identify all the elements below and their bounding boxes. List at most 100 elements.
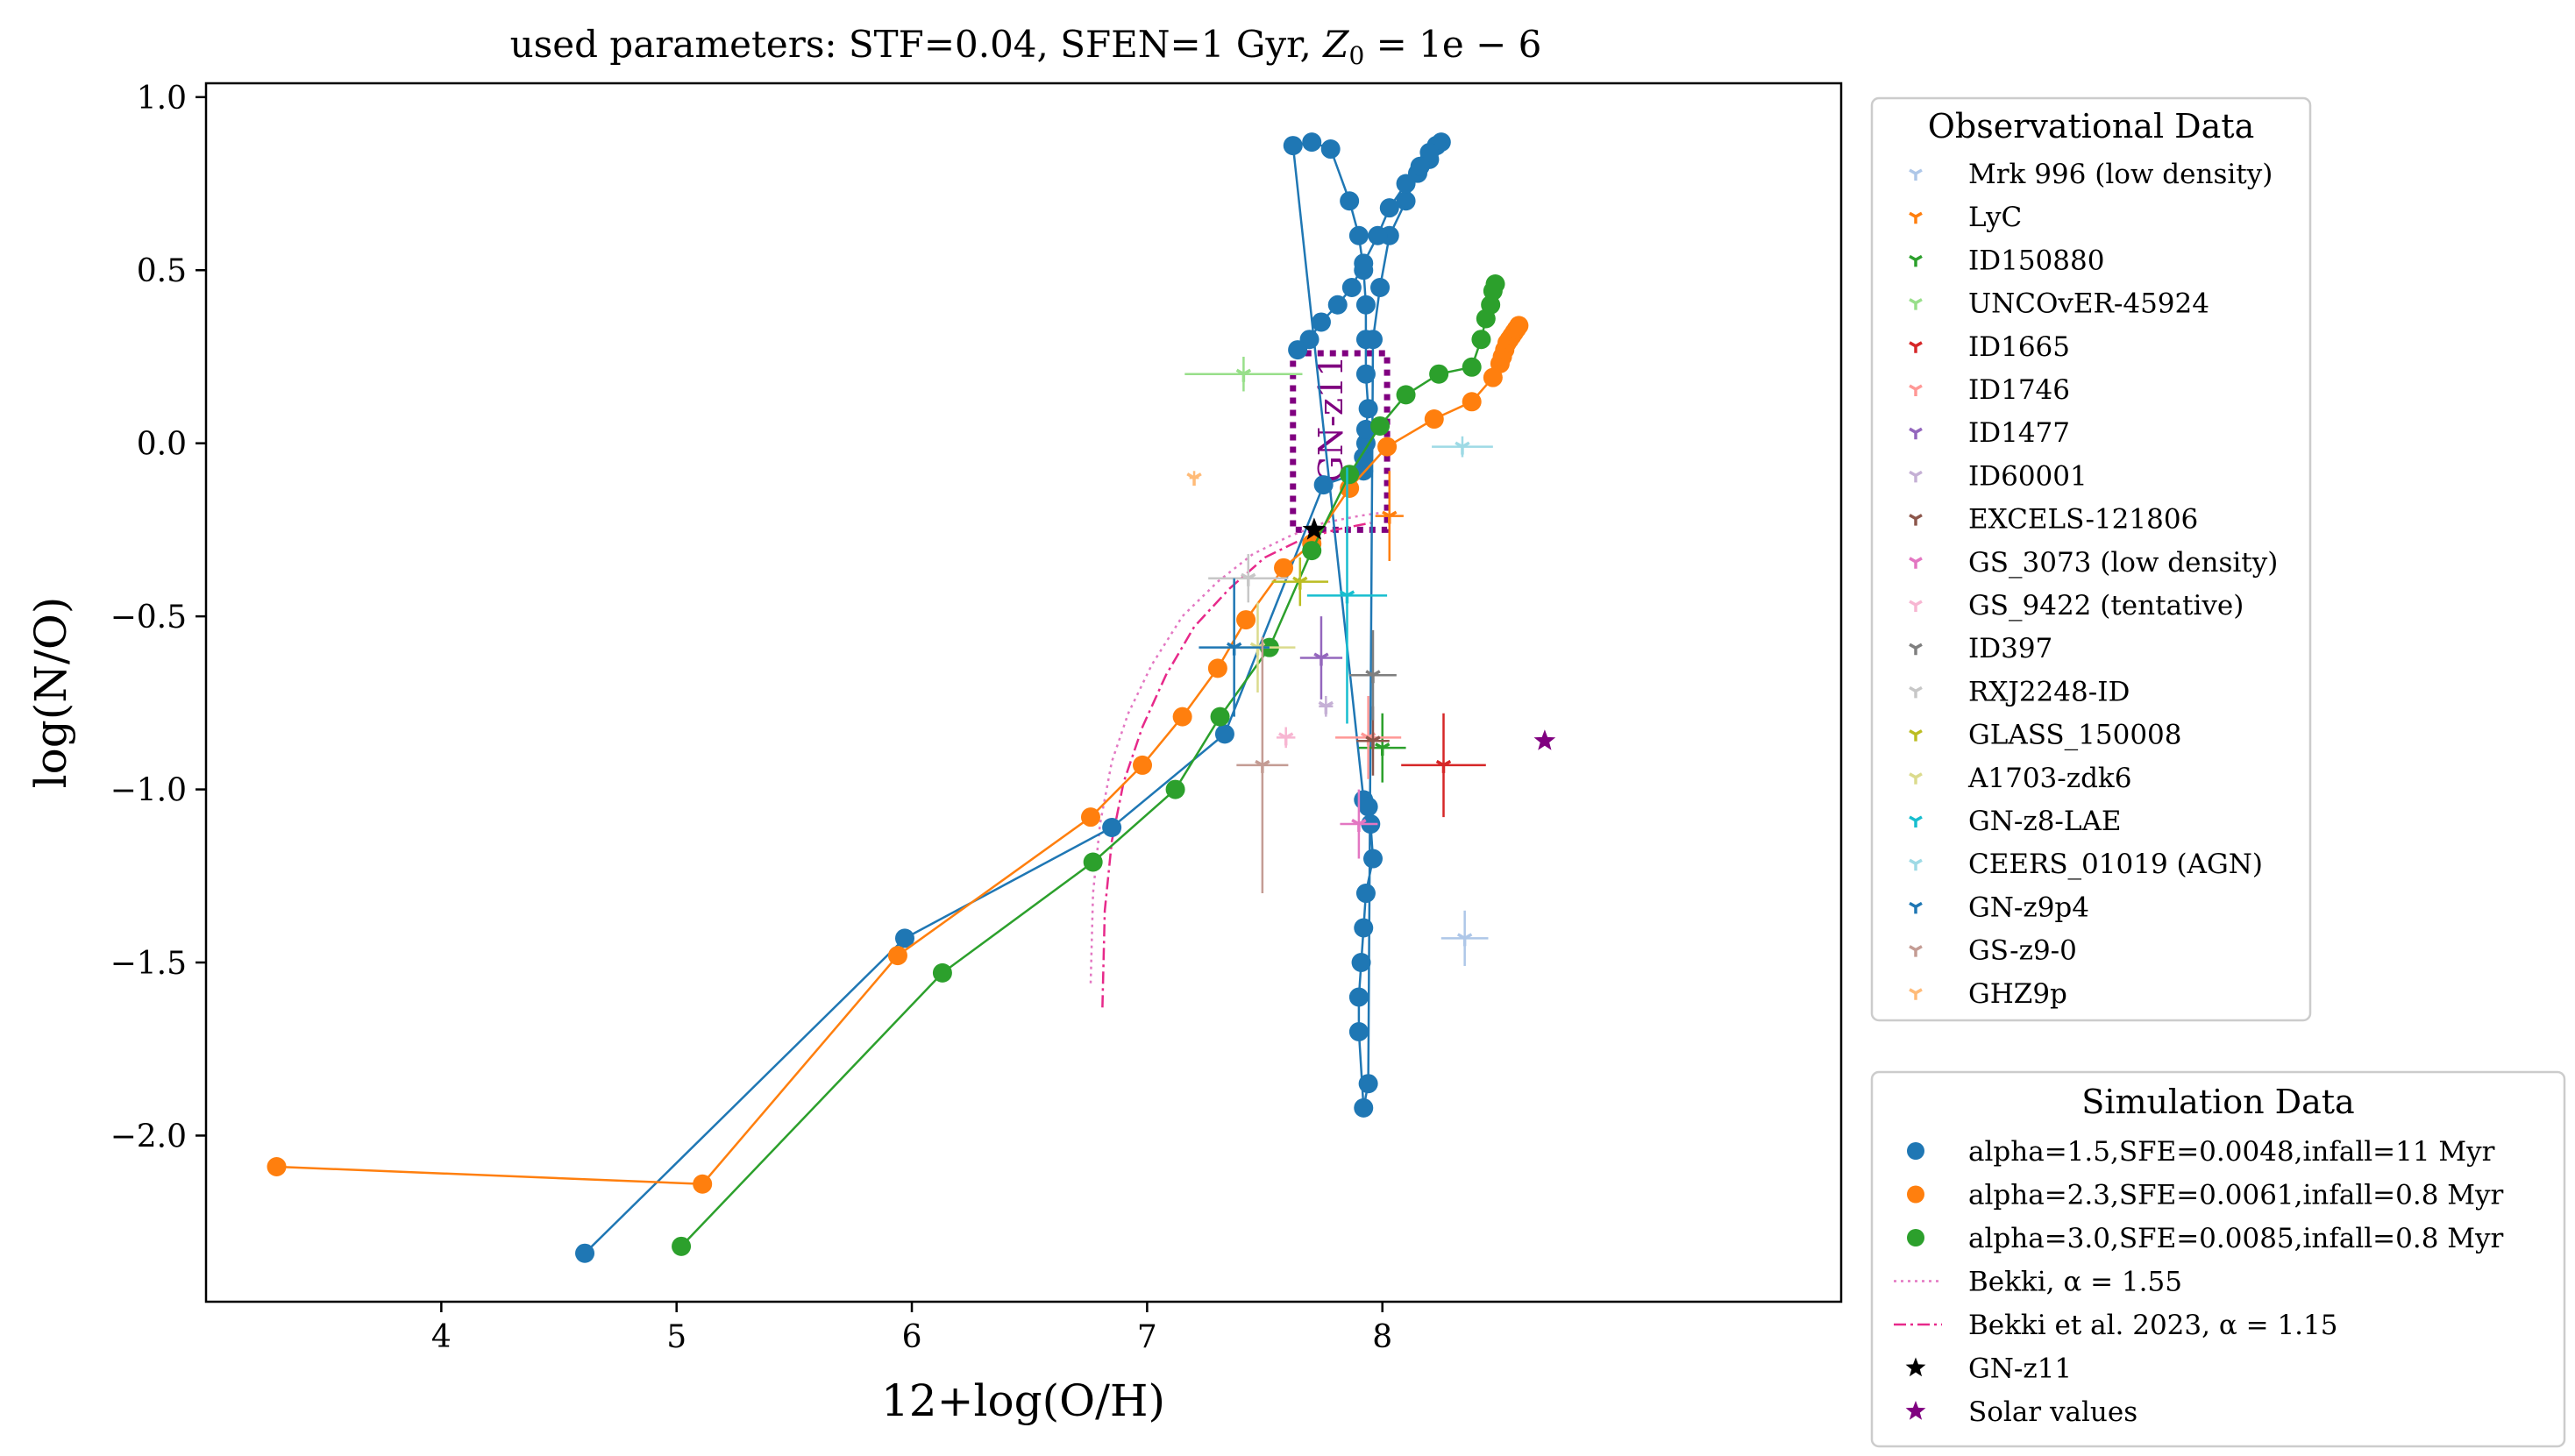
legend-obs-marker [1909,945,1923,957]
solar-marker [1533,729,1556,750]
simulation-point [1340,191,1360,211]
legend-obs-entry: ID397 [1968,633,2052,664]
legend-observational: Observational Data Mrk 996 (low density)… [1870,96,2312,1022]
observation-gn-z8-lae [1306,467,1388,724]
legend-obs-marker [1909,729,1923,742]
legend-sim-entry: GN-z11 [1968,1353,2072,1385]
y-tick-label: −2.0 [110,1119,187,1154]
legend-obs-entry: Mrk 996 (low density) [1968,159,2273,190]
simulation-track-line [584,140,1442,1254]
legend-obs-entry: ID1746 [1968,374,2070,406]
legend-obs-marker [1909,514,1923,526]
x-axis-label: 12+log(O/H) [881,1375,1165,1426]
simulation-point [1368,225,1388,245]
simulation-point [1370,277,1391,297]
legend-obs-marker [1909,211,1923,224]
simulation-point [1348,225,1369,245]
observation-ceers-01019-agn- [1432,436,1493,458]
observation-marker [1435,759,1452,773]
legend-obs-entry: ID60001 [1968,460,2088,492]
simulation-point [1396,385,1416,405]
x-tick-label: 5 [666,1319,686,1355]
simulation-point [1410,156,1430,176]
simulation-point [1302,541,1322,561]
observation-marker [1375,742,1391,756]
legend-sim-entry: Solar values [1968,1396,2138,1428]
simulation-point [1354,253,1374,273]
simulation-point [1283,136,1303,156]
legend-sim-marker [1907,1142,1924,1160]
legend-obs-entry: EXCELS-121806 [1968,504,2198,536]
legend-sim-entry: Bekki et al. 2023, α = 1.15 [1968,1310,2337,1341]
observation-gs-3073-low-density- [1340,789,1378,859]
simulation-point [1236,610,1256,630]
simulation-point [1424,409,1444,430]
simulation-point [1172,707,1192,727]
legend-sim-entry: Bekki, α = 1.55 [1968,1267,2182,1298]
simulation-point [1302,132,1322,153]
simulation-point [1102,818,1122,838]
simulation-point [672,1236,692,1256]
observation-marker [1226,642,1242,656]
simulation-point [1355,295,1376,315]
simulation-point [1351,953,1371,973]
simulation-point [1362,330,1383,350]
simulation-point [1311,312,1331,332]
observation-marker [1351,819,1367,833]
simulation-point [1214,724,1234,744]
legend-sim-entry: alpha=3.0,SFE=0.0085,infall=0.8 Myr [1968,1223,2504,1254]
y-tick-label: 1.0 [137,81,187,117]
legend-obs-marker [1909,685,1923,699]
simulation-point [1509,316,1529,336]
observation-id1665 [1401,713,1486,818]
simulation-point [1355,433,1376,453]
simulation-point [1419,142,1440,162]
legend-sim-entry: alpha=2.3,SFE=0.0061,infall=0.8 Myr [1968,1180,2504,1211]
legend-obs-marker [1909,341,1923,353]
simulation-point [1313,475,1334,495]
simulation-point [267,1156,287,1176]
legend-obs-entry: LyC [1968,202,2022,233]
simulation-point [1396,174,1416,194]
simulation-point [1462,357,1482,377]
simulation-point [894,928,914,948]
legend-sim-marker [1907,1185,1924,1204]
y-axis: 1.0 0.5 0.0 −0.5 −1.0 −1.5 −2.0 [110,81,206,1154]
observation-marker [1235,368,1252,382]
legend-obs-frame [1870,96,2312,1022]
legend-obs-entry: ID1477 [1968,417,2070,449]
simulation-point [1377,437,1398,457]
gnz11-marker [1302,517,1327,540]
legend-obs-title: Observational Data [1928,107,2254,146]
observation-marker [1241,572,1256,586]
observation-marker [1255,759,1270,773]
legend-obs-entry: GN-z9p4 [1968,891,2089,923]
legend-obs-entry: GS_9422 (tentative) [1968,590,2244,621]
y-tick-label: −0.5 [110,600,187,636]
legend-obs-entry: GN-z8-LAE [1968,806,2122,837]
legend-sim-marker [1907,1229,1924,1246]
observation-marker [1318,700,1334,714]
simulation-point [1355,364,1376,384]
observation-id397 [1349,629,1397,721]
observation-gs-9422-tentative- [1276,727,1296,749]
observation-marker [1382,510,1398,524]
observation-marker [1292,576,1308,590]
legend-obs-marker [1909,901,1923,914]
simulation-point [1340,465,1360,485]
simulation-point [1288,340,1308,360]
legend-obs-entry: RXJ2248-ID [1968,676,2130,707]
simulation-point [1348,987,1369,1007]
legend-sim-marker [1905,1401,1926,1420]
legend-obs-entry: GHZ9p [1968,978,2067,1010]
legend-obs-marker [1909,427,1923,440]
simulation-point [1462,392,1482,412]
legend-obs-marker [1909,858,1923,871]
simulation-point [932,962,952,983]
observation-marker [1278,732,1294,746]
simulation-point [1083,852,1103,872]
legend-obs-marker [1909,643,1923,656]
observation-uncover-45924 [1184,356,1303,392]
legend-obs-entry: GS-z9-0 [1968,935,2077,967]
legend-obs-marker [1909,772,1923,785]
